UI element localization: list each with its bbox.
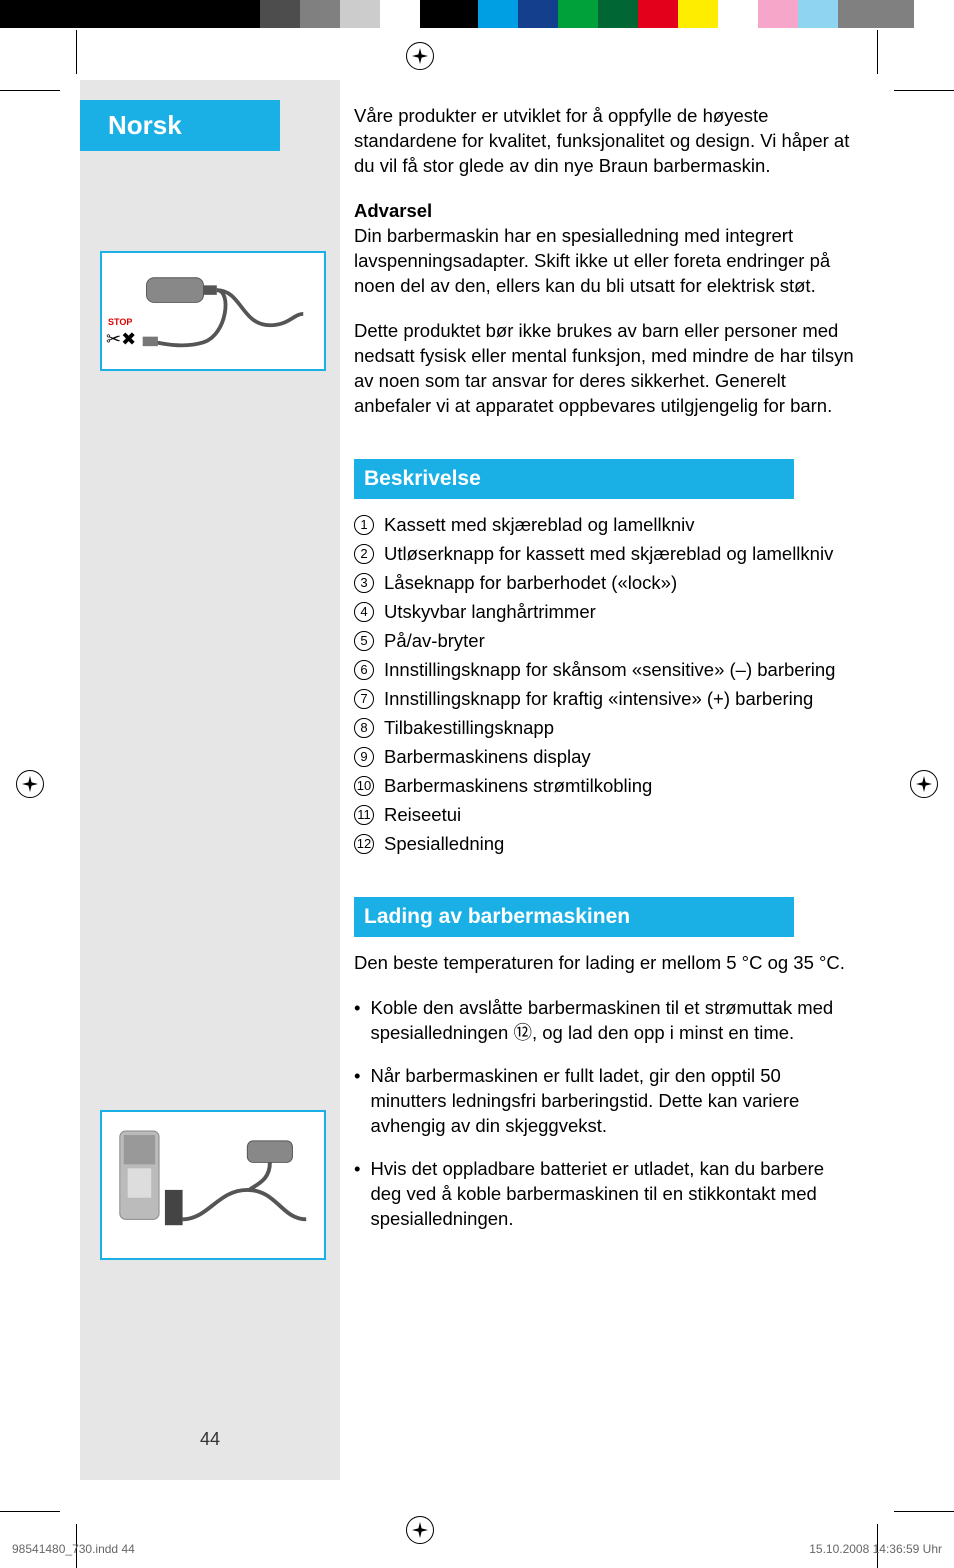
description-item: 10 Barbermaskinens strømtilkobling	[354, 774, 860, 799]
color-swatch	[300, 0, 340, 28]
item-text: Spesialledning	[384, 832, 504, 857]
crop-line	[894, 90, 954, 91]
charging-intro: Den beste temperaturen for lading er mel…	[354, 951, 860, 976]
item-number: 9	[354, 747, 374, 767]
description-item: 1 Kassett med skjæreblad og lamellkniv	[354, 513, 860, 538]
description-list: 1 Kassett med skjæreblad og lamellkniv 2 Ut…	[354, 513, 860, 857]
item-text: Kassett med skjæreblad og lamellkniv	[384, 513, 695, 538]
item-number: 1	[354, 515, 374, 535]
item-text: Låseknapp for barberhodet («lock»)	[384, 571, 677, 596]
bullet-text: Koble den avslåtte barbermaskinen til et…	[370, 996, 860, 1046]
registration-mark-top	[406, 42, 434, 70]
no-cut-icon: ✂✖	[106, 329, 136, 350]
page-content: Norsk STOP ✂✖ 44	[80, 80, 880, 1480]
color-swatch	[0, 0, 260, 28]
page-number: 44	[200, 1429, 220, 1450]
item-text: Barbermaskinens strømtilkobling	[384, 774, 652, 799]
color-swatch	[558, 0, 598, 28]
charging-bullet-list: Koble den avslåtte barbermaskinen til et…	[354, 996, 860, 1232]
section-heading-charging: Lading av barbermaskinen	[354, 897, 794, 937]
charging-bullet: Hvis det oppladbare batteriet er utladet…	[354, 1157, 860, 1232]
item-number: 7	[354, 689, 374, 709]
item-number: 3	[354, 573, 374, 593]
registration-mark-left	[16, 770, 44, 798]
description-item: 7 Innstillingsknapp for kraftig «intensiv…	[354, 687, 860, 712]
illustration-cord-stop: STOP ✂✖	[100, 251, 326, 371]
color-swatch	[260, 0, 300, 28]
bullet-text: Når barbermaskinen er fullt ladet, gir d…	[370, 1064, 860, 1139]
illustration-charging	[100, 1110, 326, 1260]
item-number: 5	[354, 631, 374, 651]
color-swatch	[718, 0, 758, 28]
color-swatch	[638, 0, 678, 28]
color-swatch	[758, 0, 798, 28]
charging-bullet: Når barbermaskinen er fullt ladet, gir d…	[354, 1064, 860, 1139]
item-text: Barbermaskinens display	[384, 745, 591, 770]
warning-paragraph-1: Din barbermaskin har en spesialledning m…	[354, 224, 860, 299]
color-swatch	[838, 0, 914, 28]
intro-paragraph: Våre produkter er utviklet for å oppfyll…	[354, 104, 860, 179]
color-swatch	[340, 0, 380, 28]
charging-illustration-svg	[110, 1120, 316, 1250]
crop-line	[0, 1511, 60, 1512]
color-swatch	[478, 0, 518, 28]
crop-line	[877, 30, 878, 74]
color-swatch	[678, 0, 718, 28]
item-text: På/av-bryter	[384, 629, 485, 654]
registration-mark-bottom	[406, 1516, 434, 1544]
description-item: 5 På/av-bryter	[354, 629, 860, 654]
left-column: Norsk STOP ✂✖ 44	[80, 80, 340, 1480]
item-text: Utskyvbar langhårtrimmer	[384, 600, 596, 625]
item-number: 10	[354, 776, 374, 796]
item-number: 12	[354, 834, 374, 854]
stop-label: STOP	[108, 317, 132, 327]
right-column: Våre produkter er utviklet for å oppfyll…	[340, 80, 880, 1480]
item-number: 6	[354, 660, 374, 680]
color-swatch	[518, 0, 558, 28]
item-number: 4	[354, 602, 374, 622]
print-color-bar	[0, 0, 954, 28]
warning-paragraph-2: Dette produktet bør ikke brukes av barn …	[354, 319, 860, 419]
description-item: 9 Barbermaskinens display	[354, 745, 860, 770]
warning-title: Advarsel	[354, 199, 860, 224]
color-swatch	[798, 0, 838, 28]
color-swatch	[420, 0, 478, 28]
item-text: Innstillingsknapp for skånsom «sensitive…	[384, 658, 835, 683]
crop-line	[0, 90, 60, 91]
footer-timestamp: 15.10.2008 14:36:59 Uhr	[809, 1542, 942, 1556]
item-text: Reiseetui	[384, 803, 461, 828]
description-item: 3 Låseknapp for barberhodet («lock»)	[354, 571, 860, 596]
item-text: Tilbakestillingsknapp	[384, 716, 554, 741]
description-item: 2 Utløserknapp for kassett med skjæreblad…	[354, 542, 860, 567]
color-swatch	[380, 0, 420, 28]
crop-line	[76, 30, 77, 74]
description-item: 12 Spesialledning	[354, 832, 860, 857]
color-swatch	[598, 0, 638, 28]
item-number: 8	[354, 718, 374, 738]
section-heading-description: Beskrivelse	[354, 459, 794, 499]
item-text: Innstillingsknapp for kraftig «intensive…	[384, 687, 813, 712]
language-tab: Norsk	[80, 100, 280, 151]
registration-mark-right	[910, 770, 938, 798]
footer-filename: 98541480_730.indd 44	[12, 1542, 135, 1556]
description-item: 11 Reiseetui	[354, 803, 860, 828]
item-text: Utløserknapp for kassett med skjæreblad …	[384, 542, 833, 567]
cord-illustration-svg	[118, 261, 308, 361]
bullet-text: Hvis det oppladbare batteriet er utladet…	[370, 1157, 860, 1232]
charging-bullet: Koble den avslåtte barbermaskinen til et…	[354, 996, 860, 1046]
crop-line	[894, 1511, 954, 1512]
description-item: 6 Innstillingsknapp for skånsom «sensitiv…	[354, 658, 860, 683]
item-number: 11	[354, 805, 374, 825]
item-number: 2	[354, 544, 374, 564]
description-item: 4 Utskyvbar langhårtrimmer	[354, 600, 860, 625]
description-item: 8 Tilbakestillingsknapp	[354, 716, 860, 741]
